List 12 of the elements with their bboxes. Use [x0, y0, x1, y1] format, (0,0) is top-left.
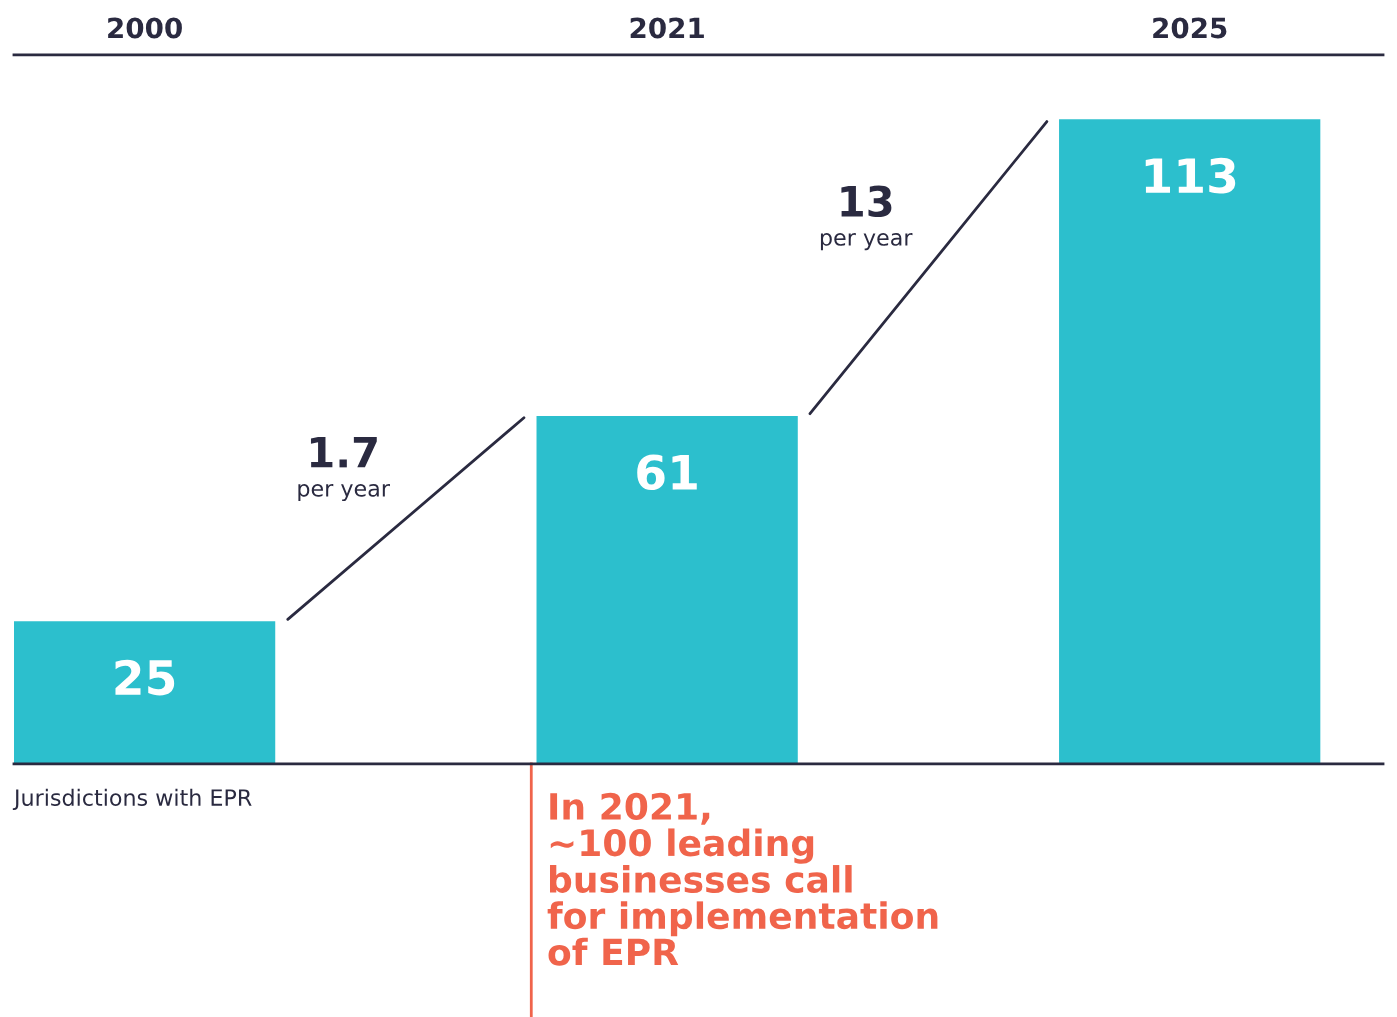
annotation: per year — [298, 484, 390, 502]
text: Jurisdictions with EPR — [12, 788, 252, 811]
x-tick-label: 2025 — [1153, 17, 1227, 39]
annotation: per year — [820, 233, 913, 251]
ref-line-label: In 2021, ~100 leading businesses call for implementation of EPR — [547, 792, 938, 966]
data-label: 61 — [637, 454, 697, 491]
x-tick-label: 2000 — [108, 17, 182, 39]
x-tick-label: 2021 — [630, 17, 704, 39]
data-label: 113 — [1145, 157, 1236, 194]
annotation: 1.7 — [310, 436, 377, 468]
data-label: 25 — [115, 659, 175, 696]
annotation: 13 — [841, 185, 892, 218]
